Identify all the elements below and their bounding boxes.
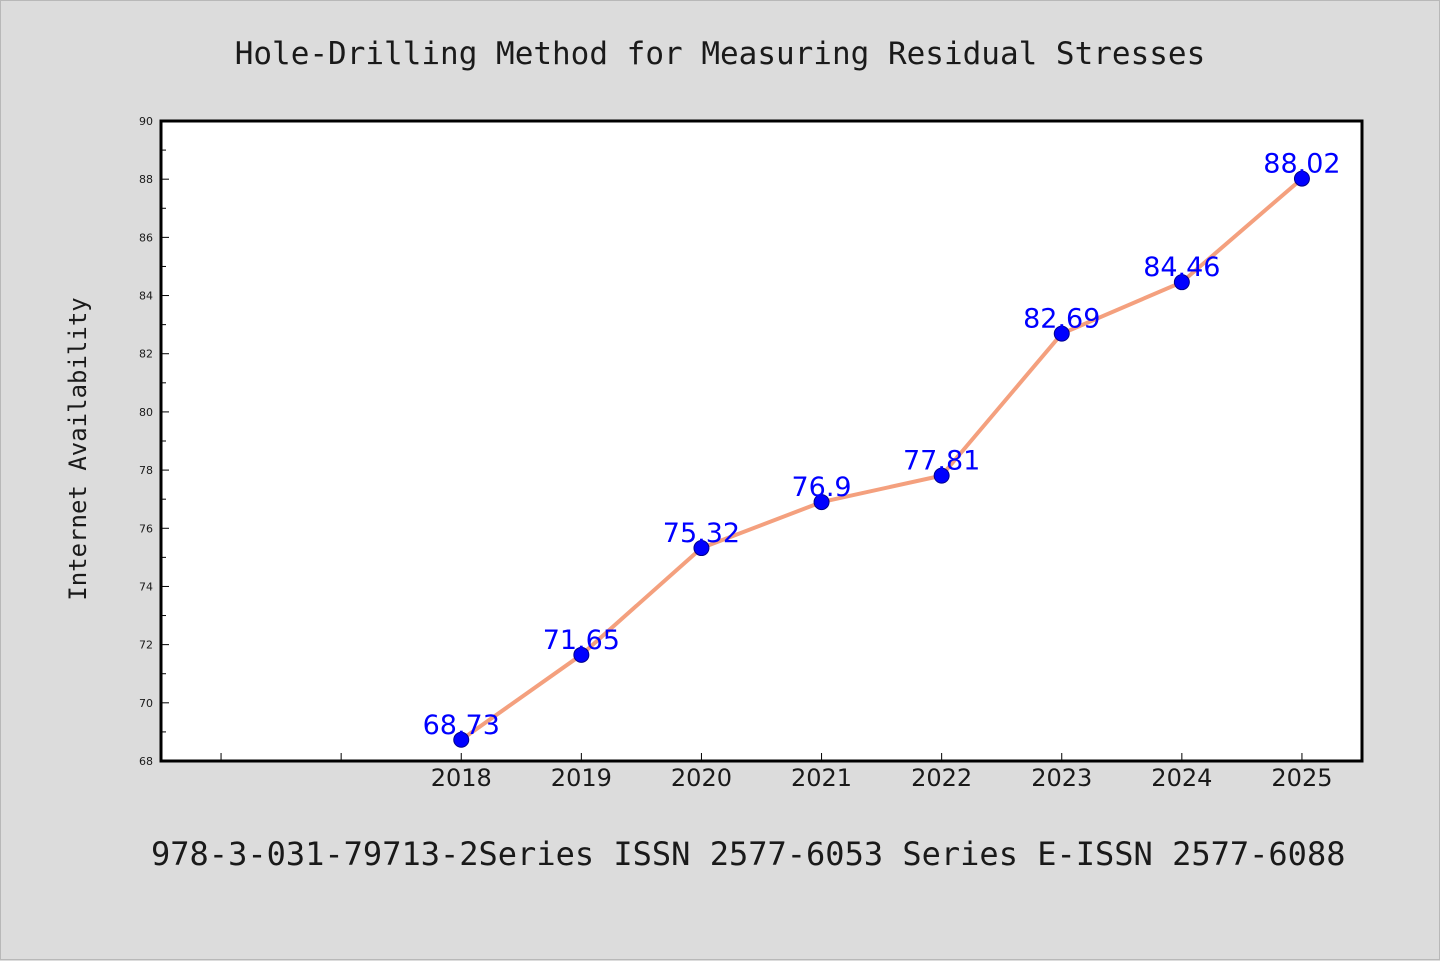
x-tick-label: 2024 [1151,764,1212,792]
y-tick-label: 70 [139,697,153,710]
data-point-marker [933,467,950,484]
data-point-marker [573,646,590,663]
x-tick-label: 2018 [431,764,492,792]
y-tick-label: 80 [139,406,153,419]
series-line [459,176,1304,742]
data-label: 77.81 [903,446,980,477]
x-tick-label: 2019 [551,764,612,792]
chart-title: Hole-Drilling Method for Measuring Resid… [235,36,1206,72]
x-tick-label: 2021 [791,764,852,792]
data-label: 84.46 [1143,252,1220,283]
y-tick-label: 88 [139,173,153,186]
y-axis-label: Internet Availability [64,297,92,600]
series-group [453,170,1310,748]
data-label: 76.9 [791,472,851,503]
y-tick-label: 76 [139,522,153,535]
x-tick-label: 2020 [671,764,732,792]
y-tick-label: 84 [139,290,153,303]
footer-isbn-issn: 978-3-031-79713-2Series ISSN 2577-6053 S… [151,835,1345,873]
data-point-marker [1053,325,1070,342]
y-tick-label: 74 [139,580,153,593]
data-point-marker [1173,274,1190,291]
y-tick-label: 82 [139,348,153,361]
y-tick-label: 78 [139,464,153,477]
x-axis-ticks: 2018 2019 2020 2021 2022 2023 2024 2025 [220,753,1332,792]
y-tick-label: 86 [139,231,153,244]
data-label: 88.02 [1263,149,1340,180]
y-tick-label: 90 [139,115,153,128]
data-point-marker [693,540,710,557]
data-label: 75.32 [663,518,740,549]
y-axis-ticks: 68 70 72 74 76 78 80 82 84 86 88 90 [139,115,169,768]
y-tick-label: 72 [139,639,153,652]
data-point-marker [453,731,470,748]
x-tick-label: 2025 [1271,764,1332,792]
y-tick-label: 68 [139,755,153,768]
x-tick-label: 2023 [1031,764,1092,792]
data-label: 71.65 [543,625,620,656]
plot-area [159,119,1364,763]
data-point-marker [813,494,830,511]
data-point-marker [1293,170,1310,187]
x-tick-label: 2022 [911,764,972,792]
data-labels: 68.73 71.65 75.32 76.9 77.81 82.69 84.46 88.02 [423,149,1341,741]
data-label: 68.73 [423,710,500,741]
data-label: 82.69 [1023,304,1100,335]
